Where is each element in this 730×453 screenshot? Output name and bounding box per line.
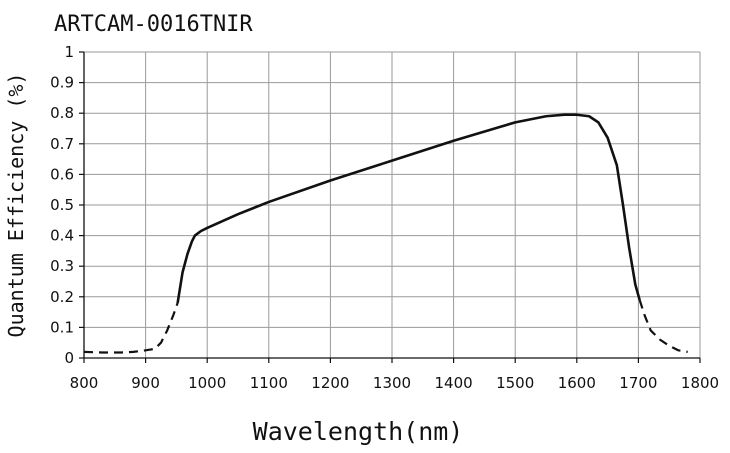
x-tick-label: 1500: [496, 374, 534, 392]
qe-curve-segment-dashed-3: [638, 299, 688, 353]
x-tick-label: 900: [131, 374, 160, 392]
x-tick-label: 800: [70, 374, 99, 392]
y-axis-ticks: 0 0.1 0.2 0.3 0.4 0.5 0.6 0.7 0.8 0.9 1: [50, 43, 84, 367]
x-tick-label: 1400: [435, 374, 473, 392]
x-tick-label: 1000: [188, 374, 226, 392]
x-tick-label: 1300: [373, 374, 411, 392]
x-tick-label: 1800: [681, 374, 719, 392]
qe-curve-segment-dashed-1: [83, 302, 179, 354]
grid: [84, 51, 701, 358]
data-series: [83, 113, 688, 354]
y-tick-label: 0.8: [50, 104, 74, 122]
y-tick-label: 0.5: [50, 196, 74, 214]
y-tick-label: 0: [64, 349, 74, 367]
y-axis-label: Quantum Efficiency (%): [4, 73, 28, 338]
x-axis-ticks: 800 900 1000 1100 1200 1300 1400 1500 1600 1700 18…: [70, 358, 719, 392]
y-tick-label: 1: [64, 43, 74, 61]
y-tick-label: 0.1: [50, 318, 74, 336]
y-tick-label: 0.3: [50, 257, 74, 275]
x-tick-label: 1700: [619, 374, 657, 392]
chart-title: ARTCAM-0016TNIR: [54, 12, 253, 37]
x-tick-label: 1100: [250, 374, 288, 392]
qe-curve-segment-solid-2: [176, 113, 641, 304]
x-tick-label: 1600: [558, 374, 596, 392]
y-tick-label: 0.2: [50, 288, 74, 306]
y-tick-label: 0.7: [50, 135, 74, 153]
x-tick-label: 1200: [311, 374, 349, 392]
y-tick-label: 0.6: [50, 165, 74, 183]
y-tick-label: 0.4: [50, 227, 74, 245]
x-axis-label: Wavelength(nm): [253, 417, 464, 446]
y-tick-label: 0.9: [50, 74, 74, 92]
